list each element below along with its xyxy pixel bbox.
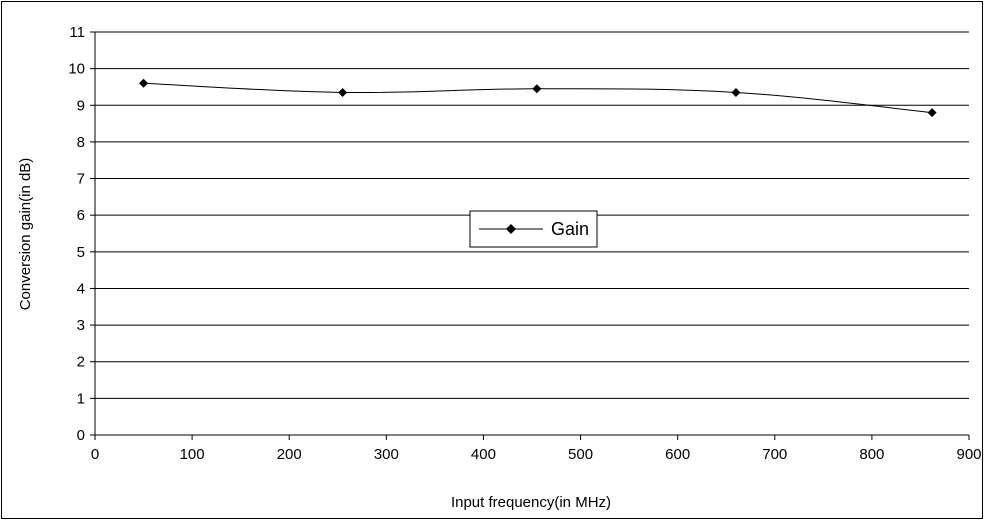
legend-label: Gain bbox=[551, 219, 589, 239]
y-tick-label: 2 bbox=[77, 354, 85, 371]
x-tick-label: 600 bbox=[665, 446, 690, 463]
axes bbox=[90, 31, 970, 440]
y-tick-label: 9 bbox=[77, 97, 85, 114]
legend-marker bbox=[506, 224, 516, 234]
y-tick-labels: 0 1 2 3 4 5 6 7 8 9 10 11 bbox=[68, 24, 85, 444]
y-tick-label: 4 bbox=[77, 280, 85, 297]
y-tick-label: 0 bbox=[77, 427, 85, 444]
data-point-marker bbox=[338, 87, 348, 97]
legend: Gain bbox=[469, 210, 598, 248]
x-tick-label: 700 bbox=[762, 446, 787, 463]
y-tick-label: 8 bbox=[77, 134, 85, 151]
x-tick-label: 100 bbox=[180, 446, 205, 463]
x-tick-label: 300 bbox=[374, 446, 399, 463]
y-tick-label: 1 bbox=[77, 390, 85, 407]
x-axis-label: Input frequency(in MHz) bbox=[451, 494, 611, 511]
x-tick-label: 500 bbox=[568, 446, 593, 463]
y-tick-label: 6 bbox=[77, 207, 85, 224]
y-tick-label: 3 bbox=[77, 317, 85, 334]
y-tick-label: 10 bbox=[68, 61, 85, 78]
data-point-marker bbox=[927, 108, 937, 118]
y-tick-label: 5 bbox=[77, 244, 85, 261]
x-tick-label: 800 bbox=[859, 446, 884, 463]
x-tick-label: 900 bbox=[956, 446, 981, 463]
x-tick-labels: 0 100 200 300 400 500 600 700 800 900 bbox=[91, 446, 982, 463]
data-point-marker bbox=[731, 87, 741, 97]
series-gain bbox=[139, 78, 937, 118]
x-tick-label: 400 bbox=[471, 446, 496, 463]
x-tick-label: 200 bbox=[277, 446, 302, 463]
y-tick-label: 7 bbox=[77, 171, 85, 188]
x-tick-label: 0 bbox=[91, 446, 99, 463]
data-point-marker bbox=[532, 84, 542, 94]
data-point-marker bbox=[139, 78, 149, 88]
y-tick-label: 11 bbox=[69, 24, 85, 41]
y-axis-label: Conversion gain(in dB) bbox=[17, 158, 34, 311]
